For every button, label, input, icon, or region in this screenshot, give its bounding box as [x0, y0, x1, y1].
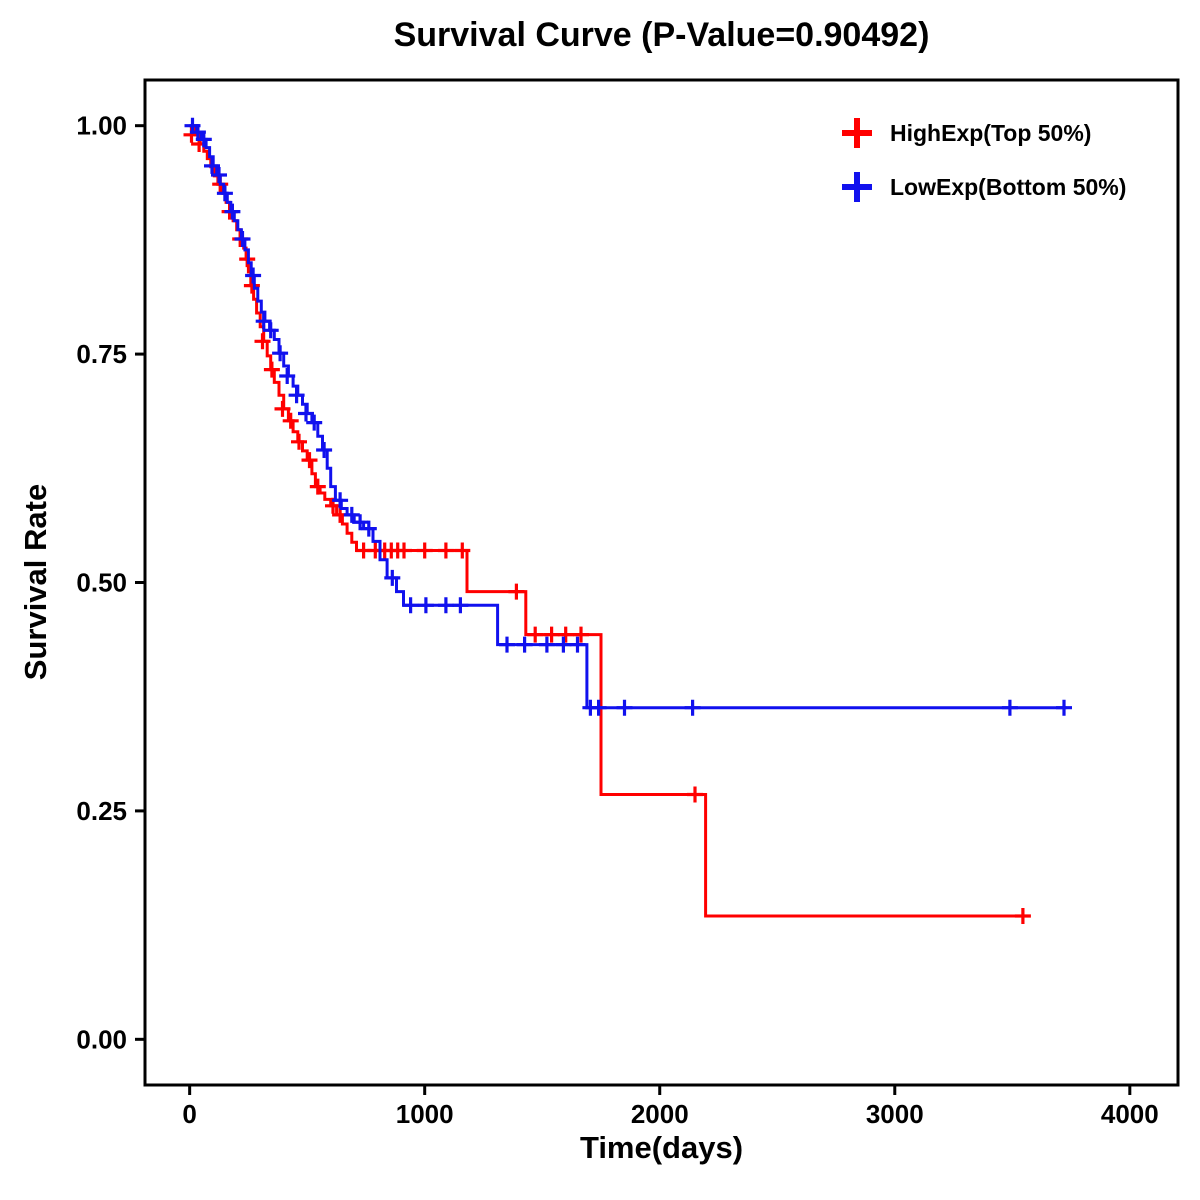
- x-tick-label: 4000: [1101, 1099, 1159, 1129]
- censor-mark-lowexp: [555, 636, 572, 653]
- censor-mark-highexp: [301, 452, 318, 469]
- censor-mark-highexp: [309, 478, 326, 495]
- censor-mark-lowexp: [279, 368, 296, 384]
- lowexp-plus-censor-icon: [842, 172, 872, 202]
- censor-mark-lowexp: [245, 267, 262, 284]
- censor-mark-lowexp: [204, 157, 220, 174]
- y-tick-label: 0.00: [76, 1024, 127, 1054]
- censor-mark-lowexp: [272, 345, 289, 362]
- censor-mark-lowexp: [384, 569, 401, 586]
- x-tick-label: 3000: [866, 1099, 924, 1129]
- censor-mark-highexp: [687, 786, 703, 803]
- censor-mark-lowexp: [360, 520, 377, 537]
- censor-mark-lowexp: [538, 636, 555, 653]
- censor-mark-lowexp: [402, 597, 419, 614]
- y-tick-label: 0.25: [76, 796, 127, 826]
- y-axis-label: Survival Rate: [18, 483, 53, 681]
- censor-mark-highexp: [543, 626, 560, 643]
- censor-mark-highexp: [527, 626, 544, 643]
- x-axis-label: Time(days): [579, 1130, 744, 1165]
- censor-mark-lowexp: [516, 636, 533, 653]
- x-tick-label: 0: [182, 1099, 196, 1129]
- step-curve-lowexp: [189, 124, 1067, 710]
- censor-mark-lowexp: [216, 185, 233, 202]
- y-tick-label: 0.75: [76, 339, 127, 369]
- censor-mark-lowexp: [332, 492, 349, 509]
- legend-label-lowexp: LowExp(Bottom 50%): [890, 173, 1127, 200]
- series-lowexp: [184, 117, 1072, 716]
- censor-mark-lowexp: [417, 597, 434, 614]
- legend-item-lowexp: LowExp(Bottom 50%): [842, 166, 1126, 208]
- censor-mark-lowexp: [499, 636, 515, 653]
- y-tick-label: 0.50: [76, 568, 127, 598]
- censor-mark-lowexp: [437, 597, 454, 614]
- censor-mark-lowexp: [195, 131, 212, 148]
- censor-mark-lowexp: [316, 442, 333, 458]
- censor-mark-highexp: [416, 542, 433, 559]
- censor-mark-highexp: [454, 542, 471, 559]
- censor-mark-highexp: [274, 400, 291, 417]
- censor-mark-lowexp: [343, 506, 360, 523]
- legend-item-highexp: HighExp(Top 50%): [842, 112, 1126, 154]
- censor-mark-lowexp: [211, 167, 227, 183]
- censor-mark-lowexp: [224, 203, 241, 220]
- axes: 0 1000 2000 3000 4000 0.00 0.25 0.50 0.75 1.00: [76, 78, 1180, 1129]
- censor-mark-lowexp: [452, 597, 469, 614]
- censor-mark-highexp: [291, 433, 307, 450]
- censor-mark-lowexp: [262, 322, 279, 339]
- censor-mark-highexp: [1014, 908, 1031, 924]
- censor-mark-lowexp: [352, 514, 369, 531]
- censor-mark-lowexp: [569, 636, 586, 653]
- legend: HighExp(Top 50%) LowExp(Bottom 50%): [842, 112, 1126, 208]
- censor-mark-highexp: [254, 333, 271, 350]
- censor-mark-highexp: [396, 542, 412, 559]
- censor-mark-lowexp: [1056, 699, 1072, 716]
- chart-title: Survival Curve (P-Value=0.90492): [393, 16, 930, 54]
- censor-mark-lowexp: [288, 387, 305, 404]
- censor-mark-highexp: [573, 626, 589, 643]
- censor-mark-lowexp: [590, 699, 607, 716]
- censor-mark-highexp: [508, 583, 525, 600]
- series-highexp: [183, 124, 1031, 924]
- censor-mark-lowexp: [1001, 699, 1018, 716]
- y-tick-label: 1.00: [76, 111, 127, 141]
- censor-mark-highexp: [437, 542, 454, 559]
- plot-border: [143, 78, 1180, 1087]
- x-tick-label: 1000: [396, 1099, 454, 1129]
- x-tick-label: 2000: [631, 1099, 689, 1129]
- censor-mark-highexp: [557, 626, 574, 643]
- highexp-plus-censor-icon: [842, 118, 872, 148]
- censor-mark-lowexp: [616, 699, 633, 716]
- censor-mark-highexp: [263, 361, 280, 378]
- censor-mark-lowexp: [234, 231, 251, 247]
- censor-mark-lowexp: [684, 699, 701, 716]
- step-curve-highexp: [189, 124, 1027, 918]
- legend-label-highexp: HighExp(Top 50%): [890, 119, 1092, 146]
- censor-mark-lowexp: [306, 414, 323, 431]
- censor-mark-lowexp: [255, 313, 272, 330]
- censor-mark-highexp: [282, 412, 299, 429]
- censor-mark-lowexp: [298, 405, 314, 422]
